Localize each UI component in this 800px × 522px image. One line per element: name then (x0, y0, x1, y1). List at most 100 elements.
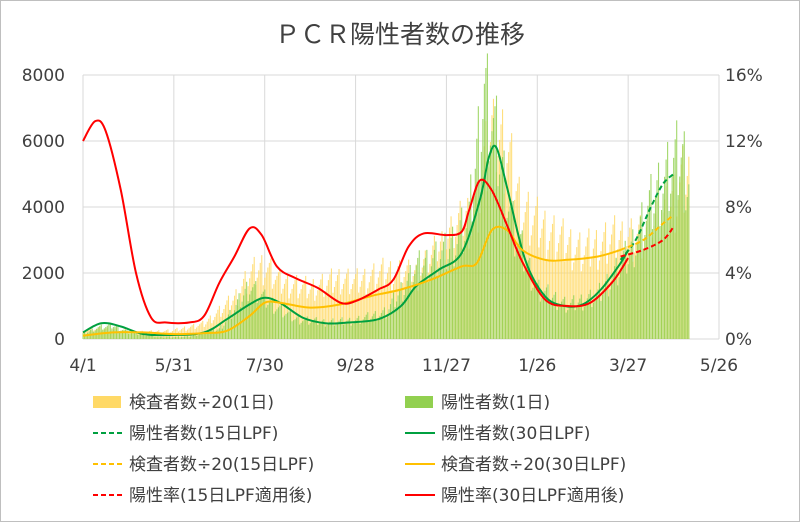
bar (594, 239, 596, 339)
bar (555, 291, 557, 339)
bar (620, 268, 622, 339)
bar (585, 302, 587, 339)
legend-label: 検査者数÷20(1日) (129, 393, 274, 413)
bar (508, 211, 510, 339)
x-tick-label: 5/31 (155, 356, 193, 376)
bar (277, 272, 279, 339)
bar (358, 292, 360, 339)
bar (542, 294, 544, 339)
bar (568, 237, 570, 339)
bar (547, 284, 549, 339)
bar (674, 139, 676, 339)
y-left-tick-label: 4000 (22, 198, 65, 218)
bar (330, 320, 332, 339)
bar (247, 301, 249, 339)
bar (536, 196, 538, 339)
bar (662, 193, 664, 339)
bar (208, 318, 210, 339)
bar (341, 289, 343, 339)
bar (414, 273, 416, 339)
bar (539, 237, 541, 339)
bar (688, 184, 690, 339)
bar (608, 296, 610, 339)
bar (290, 310, 292, 339)
bar (641, 202, 643, 339)
bar (243, 295, 245, 339)
bar (324, 291, 326, 339)
bar (341, 317, 343, 339)
legend-label: 陽性率(30日LPF適用後) (441, 486, 624, 506)
bar (346, 321, 348, 339)
bar (171, 337, 173, 339)
bar (205, 333, 207, 339)
bar (358, 315, 360, 339)
bar (495, 95, 498, 339)
bar (102, 329, 104, 339)
bar (223, 309, 225, 339)
bar (218, 305, 220, 339)
bar (455, 255, 457, 339)
bar (326, 285, 328, 339)
bar (256, 302, 258, 339)
bar (389, 261, 392, 339)
bar (273, 313, 275, 339)
bar (418, 250, 420, 339)
gridlines (82, 74, 720, 340)
bar (604, 281, 607, 339)
bar (579, 232, 581, 339)
bar (371, 269, 373, 339)
bar (224, 304, 226, 339)
bar (134, 332, 136, 339)
legend-item: 検査者数÷20(1日) (93, 393, 274, 413)
bar (396, 301, 398, 339)
bar (143, 334, 145, 339)
bar (618, 277, 620, 339)
bar (635, 255, 637, 339)
x-tick-label: 5/26 (700, 356, 738, 376)
bar (268, 302, 270, 339)
bar (202, 320, 204, 339)
bar (199, 324, 201, 339)
bar (568, 306, 570, 339)
bar (338, 320, 340, 339)
bar (162, 337, 164, 339)
bar (174, 336, 177, 339)
bar (488, 161, 490, 339)
bar (583, 255, 585, 339)
bar (409, 264, 411, 339)
bar (491, 131, 493, 339)
bar (361, 321, 363, 339)
bar (517, 243, 519, 339)
bar (244, 288, 246, 339)
bar (588, 228, 590, 339)
bar (668, 210, 670, 339)
bar (539, 301, 541, 339)
bar (267, 304, 269, 339)
bar (406, 280, 408, 339)
bar (377, 277, 379, 339)
bar (473, 196, 475, 339)
y-right-tick-label: 12% (725, 132, 763, 152)
bar (150, 335, 152, 339)
y-right-axis: 0% 4% 8% 12% 16% (725, 66, 763, 350)
bar (167, 336, 169, 339)
series-line (82, 119, 629, 325)
bar (421, 273, 423, 339)
bar (140, 334, 142, 339)
bar (274, 311, 276, 339)
bar (194, 334, 196, 339)
bar (233, 310, 236, 339)
bar (589, 289, 591, 339)
bar (311, 284, 313, 339)
legend-swatch (93, 396, 121, 408)
bar (138, 334, 140, 339)
bar (680, 157, 682, 339)
bar (561, 226, 563, 339)
bar (420, 280, 422, 339)
bar (326, 325, 328, 339)
bar (474, 168, 476, 339)
bar (227, 314, 230, 339)
bar (356, 268, 358, 339)
bar (411, 289, 413, 339)
bar (262, 291, 264, 339)
